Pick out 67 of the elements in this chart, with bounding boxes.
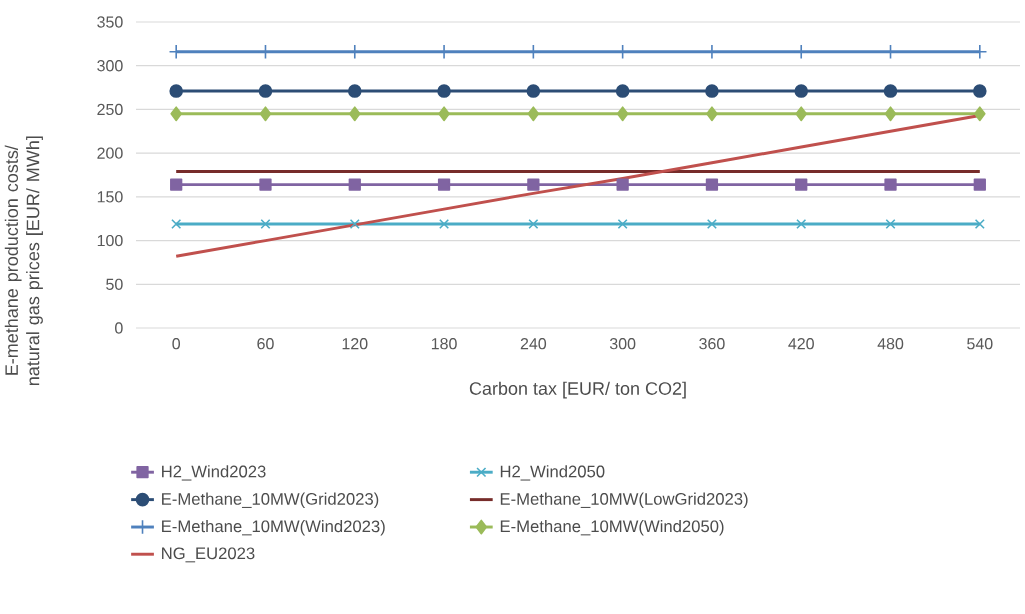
point bbox=[706, 106, 718, 122]
point bbox=[437, 84, 451, 98]
point bbox=[794, 84, 809, 98]
point bbox=[439, 218, 450, 230]
point bbox=[527, 106, 540, 122]
point bbox=[348, 106, 361, 122]
x-tick-label: 180 bbox=[431, 338, 457, 350]
y-tick-label: 100 bbox=[97, 234, 123, 247]
x-tick-label: 0 bbox=[172, 338, 181, 350]
y-tick-label: 350 bbox=[97, 16, 123, 28]
point bbox=[526, 84, 541, 98]
point bbox=[171, 218, 182, 230]
point bbox=[260, 218, 271, 230]
x-tick-label: 360 bbox=[699, 338, 725, 350]
point bbox=[974, 218, 985, 230]
point bbox=[617, 218, 628, 230]
point bbox=[795, 178, 808, 191]
point bbox=[706, 218, 717, 230]
point bbox=[348, 178, 361, 191]
y-tick-label: 50 bbox=[106, 278, 123, 290]
legend-label: E-Methane_10MW(Grid2023) bbox=[162, 492, 379, 509]
point bbox=[438, 106, 450, 122]
point bbox=[259, 178, 272, 191]
point bbox=[796, 218, 807, 230]
x-tick-label: 300 bbox=[609, 338, 636, 350]
y-tick-label: 250 bbox=[97, 103, 123, 116]
point bbox=[973, 178, 986, 191]
x-tick-label: 60 bbox=[257, 338, 274, 350]
point bbox=[527, 178, 540, 191]
x-tick-label: 540 bbox=[967, 338, 993, 350]
legend-label: H2_Wind2050 bbox=[500, 465, 605, 481]
point bbox=[616, 178, 629, 191]
point bbox=[615, 84, 630, 98]
point bbox=[616, 106, 629, 122]
y-axis-title: E-methane production costs/ natural gas prices [EUR/ MWh] bbox=[4, 136, 43, 386]
point bbox=[347, 84, 362, 98]
point bbox=[528, 218, 539, 230]
point bbox=[705, 84, 719, 98]
point bbox=[169, 84, 183, 98]
point bbox=[884, 106, 897, 122]
point bbox=[883, 84, 898, 98]
point bbox=[349, 218, 360, 230]
y-tick-label: 200 bbox=[97, 147, 123, 159]
y-tick-label: 0 bbox=[115, 322, 123, 334]
legend-label: E-Methane_10MW(Wind2023) bbox=[162, 519, 385, 536]
x-tick-label: 240 bbox=[520, 338, 547, 350]
legend-label: E-Methane_10MW(LowGrid2023) bbox=[500, 492, 748, 509]
point bbox=[259, 106, 272, 122]
point bbox=[974, 106, 986, 122]
point bbox=[795, 106, 808, 122]
point bbox=[973, 84, 987, 98]
point bbox=[705, 178, 719, 191]
point bbox=[885, 218, 896, 230]
legend-label: H2_Wind2023 bbox=[162, 465, 266, 481]
y-tick-label: 300 bbox=[97, 60, 123, 72]
x-tick-label: 120 bbox=[342, 338, 368, 350]
point bbox=[437, 178, 451, 191]
y-tick-label: 150 bbox=[97, 191, 123, 203]
point bbox=[170, 178, 183, 191]
x-tick-label: 480 bbox=[877, 338, 904, 350]
x-axis-title: Carbon tax [EUR/ ton CO2] bbox=[469, 381, 686, 399]
point bbox=[884, 178, 897, 191]
point bbox=[170, 106, 182, 122]
x-tick-label: 420 bbox=[788, 338, 814, 350]
legend-label: NG_EU2023 bbox=[162, 547, 255, 563]
legend-label: E-Methane_10MW(Wind2050) bbox=[500, 519, 724, 536]
point bbox=[258, 84, 273, 98]
